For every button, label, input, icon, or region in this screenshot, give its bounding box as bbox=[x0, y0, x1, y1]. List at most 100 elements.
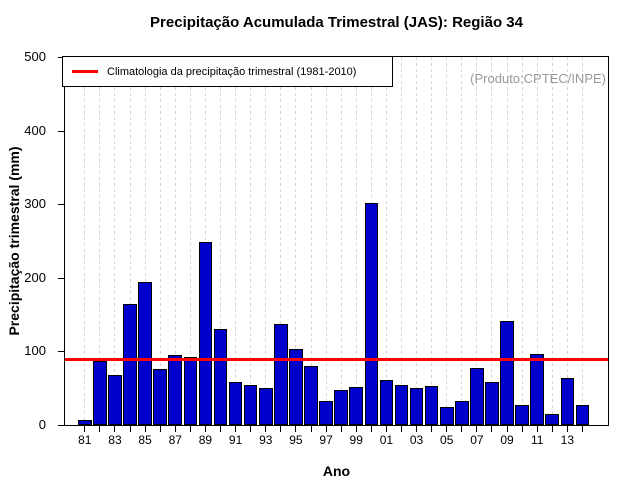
x-tick bbox=[566, 426, 568, 432]
x-tick-label: 13 bbox=[560, 433, 575, 447]
bar-88 bbox=[183, 356, 198, 425]
producer-watermark: (Produto:CPTEC/INPE) bbox=[470, 71, 606, 86]
gridline bbox=[491, 57, 493, 425]
x-tick-label: 99 bbox=[349, 433, 363, 447]
y-tick bbox=[58, 277, 64, 279]
x-tick bbox=[416, 426, 418, 432]
x-tick bbox=[536, 426, 538, 432]
bar-89 bbox=[198, 242, 213, 425]
x-tick bbox=[99, 426, 101, 432]
x-tick bbox=[235, 426, 237, 432]
x-tick bbox=[355, 426, 357, 432]
x-tick bbox=[370, 426, 372, 432]
x-tick-label: 11 bbox=[530, 433, 544, 447]
x-tick-label: 81 bbox=[78, 433, 92, 447]
x-tick bbox=[385, 426, 387, 432]
gridline bbox=[340, 57, 342, 425]
gridline bbox=[310, 57, 312, 425]
x-tick bbox=[174, 426, 176, 432]
x-tick bbox=[129, 426, 131, 432]
gridline bbox=[129, 57, 131, 425]
gridline bbox=[295, 57, 297, 425]
gridline bbox=[566, 57, 568, 425]
gridline bbox=[416, 57, 418, 425]
x-tick bbox=[461, 426, 463, 432]
y-tick bbox=[58, 130, 64, 132]
gridline bbox=[250, 57, 252, 425]
x-tick bbox=[551, 426, 553, 432]
gridline bbox=[446, 57, 448, 425]
bar-14 bbox=[575, 405, 590, 425]
x-tick bbox=[280, 426, 282, 432]
x-tick bbox=[204, 426, 206, 432]
gridline bbox=[536, 57, 538, 425]
bar-10 bbox=[515, 405, 529, 425]
x-axis-title: Ano bbox=[322, 463, 351, 479]
bar-94 bbox=[274, 324, 288, 425]
x-tick-label: 93 bbox=[259, 433, 273, 447]
x-tick bbox=[446, 426, 448, 432]
legend-label: Climatologia da precipitação trimestral … bbox=[107, 65, 357, 78]
y-tick bbox=[58, 425, 64, 426]
x-tick-label: 85 bbox=[138, 433, 152, 447]
x-tick bbox=[84, 426, 86, 432]
gridline bbox=[159, 57, 161, 425]
x-tick-label: 07 bbox=[470, 433, 484, 447]
x-tick bbox=[250, 426, 252, 432]
gridline bbox=[174, 57, 176, 425]
bar-93 bbox=[258, 388, 273, 425]
gridline bbox=[476, 57, 478, 425]
bar-96 bbox=[304, 366, 318, 425]
x-tick bbox=[506, 426, 508, 432]
gridline bbox=[99, 57, 101, 425]
bar-97 bbox=[319, 400, 333, 425]
x-tick-label: 91 bbox=[228, 433, 243, 447]
x-tick bbox=[159, 426, 161, 432]
x-tick-label: 89 bbox=[198, 433, 213, 447]
chart-title: Precipitação Acumulada Trimestral (JAS):… bbox=[150, 14, 523, 31]
x-tick bbox=[521, 426, 523, 432]
bar-07 bbox=[470, 367, 484, 425]
x-tick bbox=[581, 426, 583, 432]
bar-01 bbox=[379, 380, 394, 425]
bar-86 bbox=[153, 369, 167, 425]
bar-08 bbox=[485, 382, 499, 425]
x-tick-label: 83 bbox=[108, 433, 122, 447]
x-tick-label: 01 bbox=[379, 433, 394, 447]
x-tick-label: 87 bbox=[168, 433, 182, 447]
legend-line-icon bbox=[72, 70, 98, 73]
gridline bbox=[551, 57, 553, 425]
gridline bbox=[265, 57, 267, 425]
y-tick-label: 0 bbox=[38, 417, 46, 432]
x-tick bbox=[340, 426, 342, 432]
x-tick-label: 95 bbox=[289, 433, 303, 447]
bar-13 bbox=[560, 377, 575, 425]
x-tick bbox=[476, 426, 478, 432]
gridline bbox=[204, 57, 206, 425]
gridline bbox=[325, 57, 327, 425]
x-tick bbox=[295, 426, 297, 432]
x-tick bbox=[114, 426, 116, 432]
y-tick bbox=[58, 351, 64, 353]
bar-92 bbox=[243, 385, 258, 425]
bar-83 bbox=[108, 374, 122, 425]
gridline bbox=[220, 57, 222, 425]
bar-05 bbox=[439, 406, 454, 425]
y-tick-label: 300 bbox=[24, 196, 46, 212]
bar-98 bbox=[334, 390, 348, 425]
bar-91 bbox=[228, 382, 243, 425]
bar-99 bbox=[349, 386, 364, 425]
climatology-line bbox=[65, 357, 608, 361]
bar-02 bbox=[394, 384, 409, 425]
x-tick-label: 97 bbox=[319, 433, 333, 447]
y-tick bbox=[58, 204, 64, 206]
bar-12 bbox=[545, 413, 560, 425]
gridline bbox=[461, 57, 463, 425]
x-tick bbox=[325, 426, 327, 432]
y-tick-label: 500 bbox=[24, 49, 46, 64]
plot-area bbox=[64, 56, 609, 426]
x-tick bbox=[400, 426, 402, 432]
x-tick-label: 03 bbox=[409, 433, 424, 447]
y-tick-label: 200 bbox=[24, 269, 46, 285]
